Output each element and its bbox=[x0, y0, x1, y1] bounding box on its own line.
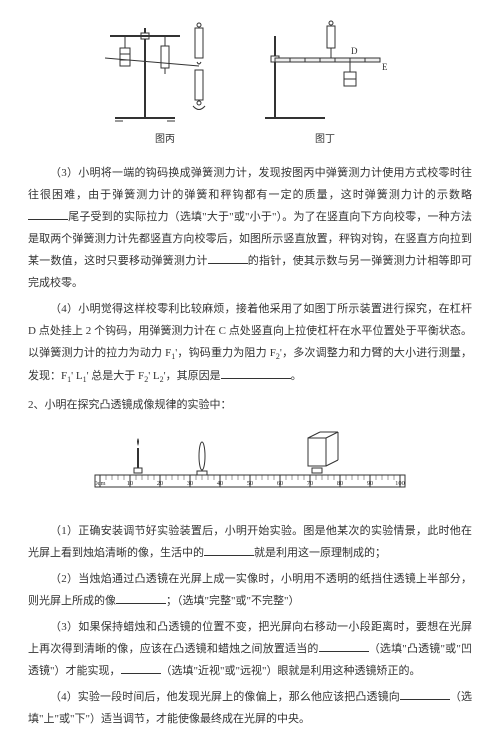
sub2-blank bbox=[116, 593, 166, 604]
q3-blank-1 bbox=[28, 209, 68, 220]
figure-left-svg bbox=[105, 18, 225, 128]
svg-text:50: 50 bbox=[247, 480, 254, 487]
svg-text:100: 100 bbox=[395, 480, 405, 487]
sub4-para: （4）实验一段时间后，他发现光屏上的像偏上，那么他应该把凸透镜向（选填"上"或"… bbox=[28, 686, 472, 730]
ruler-svg: 0cm 10 20 30 40 50 60 70 80 90 100 bbox=[90, 428, 410, 498]
q3-text-a: （3）小明将一端的钩码换成弹簧测力计，发现按图丙中弹簧测力计使用方式校零时往往很… bbox=[28, 167, 472, 201]
q4-text-h: 。 bbox=[291, 370, 302, 382]
sub1-para: （1）正确安装调节好实验装置后，小明开始实验。图是他某次的实验情景，此时他在光屏… bbox=[28, 520, 472, 564]
svg-text:80: 80 bbox=[337, 480, 344, 487]
sub1-b: 就是利用这一原理制成的； bbox=[254, 547, 386, 559]
sub2-b: ；（选填"完整"或"不完整"） bbox=[166, 595, 299, 607]
label-e: E bbox=[382, 62, 388, 72]
q3-blank-2 bbox=[208, 253, 248, 264]
label-d: D bbox=[351, 46, 358, 56]
q4-text-g: '，其原因是 bbox=[164, 370, 221, 382]
sub4-a: （4）实验一段时间后，他发现光屏上的像偏上，那么他应该把凸透镜向 bbox=[50, 691, 400, 703]
svg-text:90: 90 bbox=[367, 480, 374, 487]
figure-left: 图丙 bbox=[105, 18, 225, 150]
fig-right-caption: 图丁 bbox=[255, 130, 395, 150]
sub1-blank bbox=[204, 545, 254, 556]
svg-text:70: 70 bbox=[307, 480, 314, 487]
q3-para: （3）小明将一端的钩码换成弹簧测力计，发现按图丙中弹簧测力计使用方式校零时往往很… bbox=[28, 162, 472, 294]
svg-text:40: 40 bbox=[217, 480, 224, 487]
figure-right: D E 图丁 bbox=[255, 18, 395, 150]
figure-row-1: 图丙 D bbox=[28, 18, 472, 150]
q4-text-b: '，钩码重力为阻力 F bbox=[175, 347, 276, 359]
svg-text:10: 10 bbox=[127, 480, 134, 487]
svg-text:0cm: 0cm bbox=[94, 480, 105, 487]
sub3-blank-2 bbox=[121, 663, 161, 674]
q4-blank bbox=[221, 368, 291, 379]
sub3-para: （3）如果保持蜡烛和凸透镜的位置不变，把光屏向右移动一小段距离时，要想在光屏上再… bbox=[28, 616, 472, 682]
q4-text-f: ' L bbox=[148, 370, 159, 382]
q4-text-e: ' 总是大于 F bbox=[87, 370, 145, 382]
sub2-para: （2）当烛焰通过凸透镜在光屏上成一实像时，小明用不透明的纸挡住透镜上半部分，则光… bbox=[28, 568, 472, 612]
ruler-figure: 0cm 10 20 30 40 50 60 70 80 90 100 bbox=[28, 428, 472, 506]
figure-right-svg: D E bbox=[255, 18, 395, 128]
fig-left-caption: 图丙 bbox=[105, 130, 225, 150]
svg-text:30: 30 bbox=[187, 480, 194, 487]
sub3-blank-1 bbox=[319, 641, 369, 652]
sub3-c: （选填"近视"或"远视"）眼就是利用这种透镜矫正的。 bbox=[161, 665, 421, 677]
sub4-blank bbox=[400, 689, 450, 700]
q2-title: 2、小明在探究凸透镜成像规律的实验中： bbox=[28, 394, 472, 416]
svg-text:20: 20 bbox=[157, 480, 164, 487]
svg-text:60: 60 bbox=[277, 480, 284, 487]
q4-para: （4）小明觉得这样校零利比较麻烦，接着他采用了如图丁所示装置进行探究，在杠杆 D… bbox=[28, 298, 472, 388]
q4-text-d: ' L bbox=[71, 370, 82, 382]
